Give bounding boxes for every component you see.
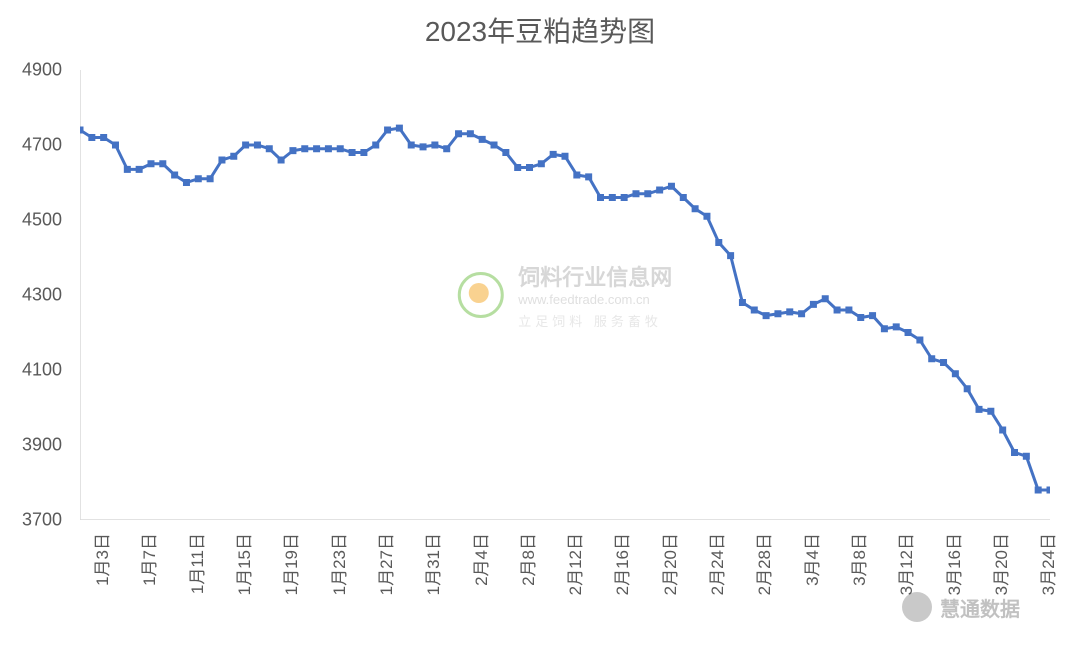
x-tick-label: 2月24日 <box>703 533 728 595</box>
y-tick-label: 3700 <box>22 510 62 531</box>
y-tick-label: 4100 <box>22 360 62 381</box>
x-tick-label: 1月19日 <box>277 533 302 595</box>
x-tick-label: 1月7日 <box>135 533 160 586</box>
x-tick-label: 3月20日 <box>987 533 1012 595</box>
chart-container: 2023年豆粕趋势图 3700390041004300450047004900 … <box>0 0 1080 647</box>
x-tick-label: 1月3日 <box>88 533 113 586</box>
x-tick-label: 1月15日 <box>230 533 255 595</box>
bottom-watermark-label: 慧通数据 <box>940 593 1020 622</box>
bottom-watermark: 慧通数据 <box>902 592 1020 622</box>
x-tick-label: 3月4日 <box>798 533 823 586</box>
y-tick-label: 4700 <box>22 135 62 156</box>
y-axis-labels: 3700390041004300450047004900 <box>0 70 70 520</box>
y-tick-label: 4300 <box>22 285 62 306</box>
chart-title: 2023年豆粕趋势图 <box>0 10 1080 50</box>
x-tick-label: 3月16日 <box>940 533 965 595</box>
x-tick-label: 2月12日 <box>561 533 586 595</box>
plot-area: 饲料行业信息网 www.feedtrade.com.cn 立足饲料 服务畜牧 <box>80 70 1050 520</box>
chart-svg <box>80 70 1050 520</box>
x-tick-label: 2月20日 <box>656 533 681 595</box>
x-tick-label: 2月8日 <box>514 533 539 586</box>
y-tick-label: 4900 <box>22 60 62 81</box>
x-tick-label: 3月12日 <box>892 533 917 595</box>
wechat-icon <box>902 592 932 622</box>
x-tick-label: 2月4日 <box>467 533 492 586</box>
x-tick-label: 1月11日 <box>183 533 208 594</box>
x-tick-label: 3月24日 <box>1034 533 1059 595</box>
y-tick-label: 3900 <box>22 435 62 456</box>
y-tick-label: 4500 <box>22 210 62 231</box>
x-tick-label: 1月31日 <box>419 533 444 595</box>
x-tick-label: 1月23日 <box>325 533 350 595</box>
x-tick-label: 1月27日 <box>372 533 397 595</box>
x-tick-label: 2月28日 <box>750 533 775 595</box>
x-tick-label: 2月16日 <box>608 533 633 595</box>
x-tick-label: 3月8日 <box>845 533 870 586</box>
